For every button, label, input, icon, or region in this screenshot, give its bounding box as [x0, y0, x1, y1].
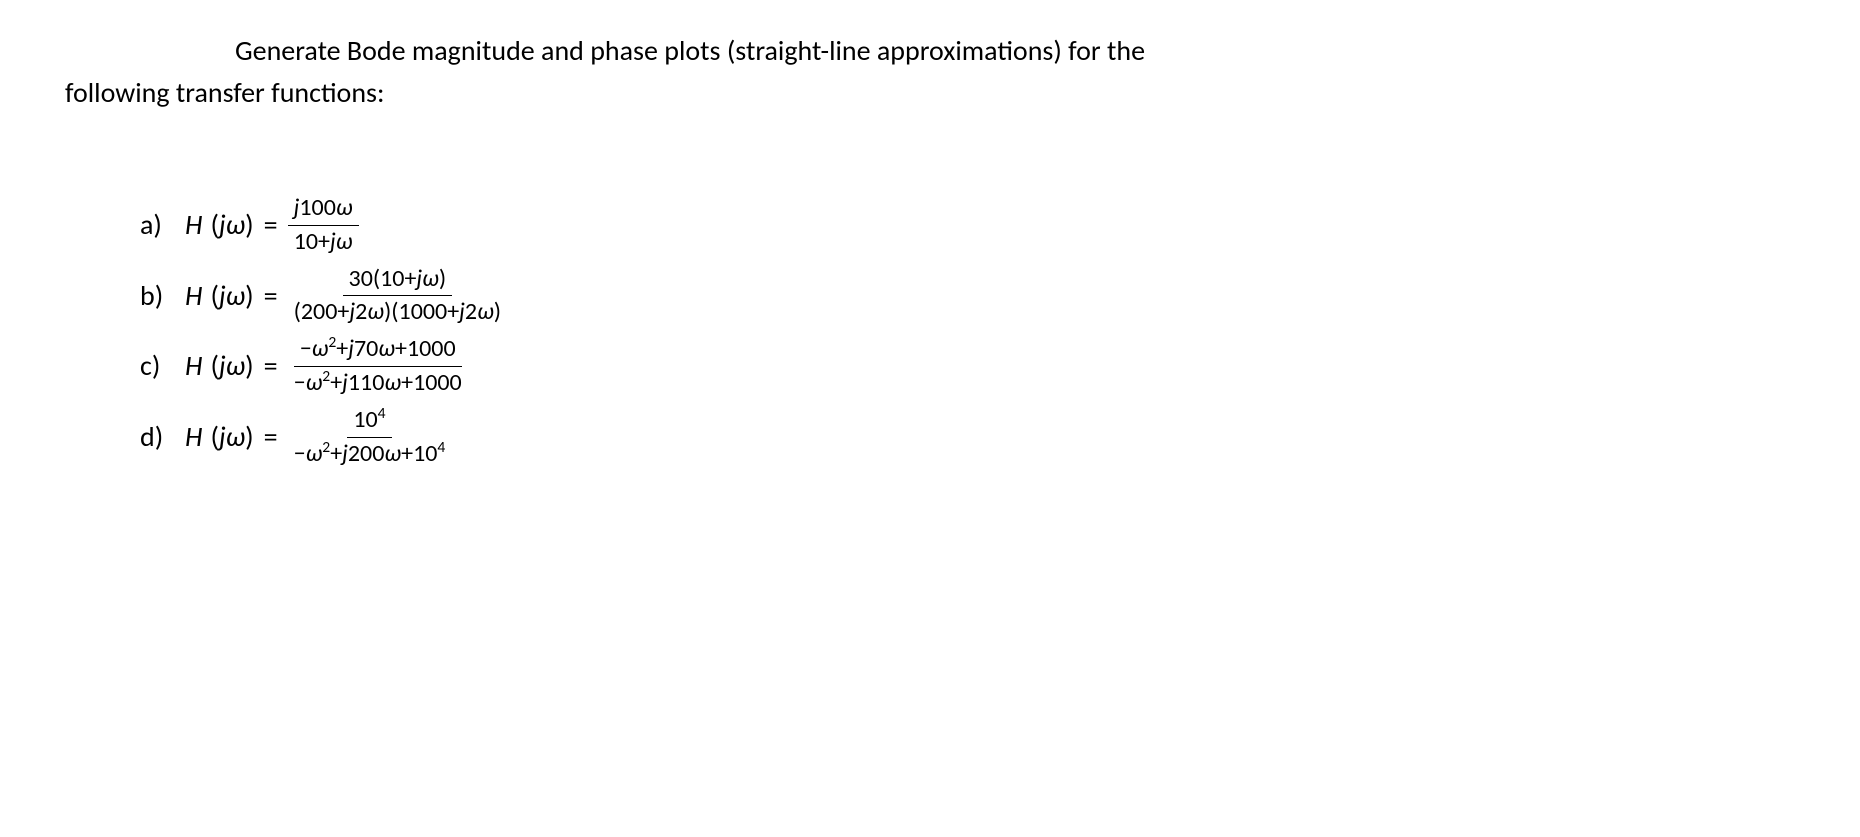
fraction-b: 30(10+jω) (200+j2ω)(1000+j2ω)	[288, 265, 507, 328]
problem-d: d) H(jω) = 104 −ω2+j200ω+104	[140, 406, 1795, 469]
lhs-function: H	[185, 204, 202, 246]
fraction-a: j100ω 10+jω	[288, 194, 359, 257]
intro-text: Generate Bode magnitude and phase plots …	[65, 30, 1795, 114]
lhs-function: H	[185, 275, 202, 317]
denominator: 10+jω	[288, 226, 359, 257]
equals-sign: =	[264, 345, 278, 387]
fraction-c: −ω2+j70ω+1000 −ω2+j110ω+1000	[288, 335, 468, 398]
denominator: −ω2+j200ω+104	[288, 438, 452, 469]
fraction-d: 104 −ω2+j200ω+104	[288, 406, 452, 469]
lhs-function: H	[185, 416, 202, 458]
numerator: j100ω	[288, 194, 359, 226]
problem-label: a)	[140, 204, 185, 246]
denominator: −ω2+j110ω+1000	[288, 367, 468, 398]
numerator: −ω2+j70ω+1000	[294, 335, 462, 367]
lhs-function: H	[185, 345, 202, 387]
problems-list: a) H(jω) = j100ω 10+jω b) H(jω) = 30(10+…	[140, 194, 1795, 468]
problem-label: d)	[140, 416, 185, 458]
problem-c: c) H(jω) = −ω2+j70ω+1000 −ω2+j110ω+1000	[140, 335, 1795, 398]
problem-label: c)	[140, 345, 185, 387]
equals-sign: =	[264, 204, 278, 246]
intro-line-2: following transfer functions:	[65, 72, 1795, 114]
problem-a: a) H(jω) = j100ω 10+jω	[140, 194, 1795, 257]
numerator: 104	[347, 406, 391, 438]
denominator: (200+j2ω)(1000+j2ω)	[288, 296, 507, 327]
equals-sign: =	[264, 416, 278, 458]
problem-label: b)	[140, 275, 185, 317]
equals-sign: =	[264, 275, 278, 317]
intro-line-1: Generate Bode magnitude and phase plots …	[65, 30, 1795, 72]
numerator: 30(10+jω)	[343, 265, 453, 297]
problem-b: b) H(jω) = 30(10+jω) (200+j2ω)(1000+j2ω)	[140, 265, 1795, 328]
